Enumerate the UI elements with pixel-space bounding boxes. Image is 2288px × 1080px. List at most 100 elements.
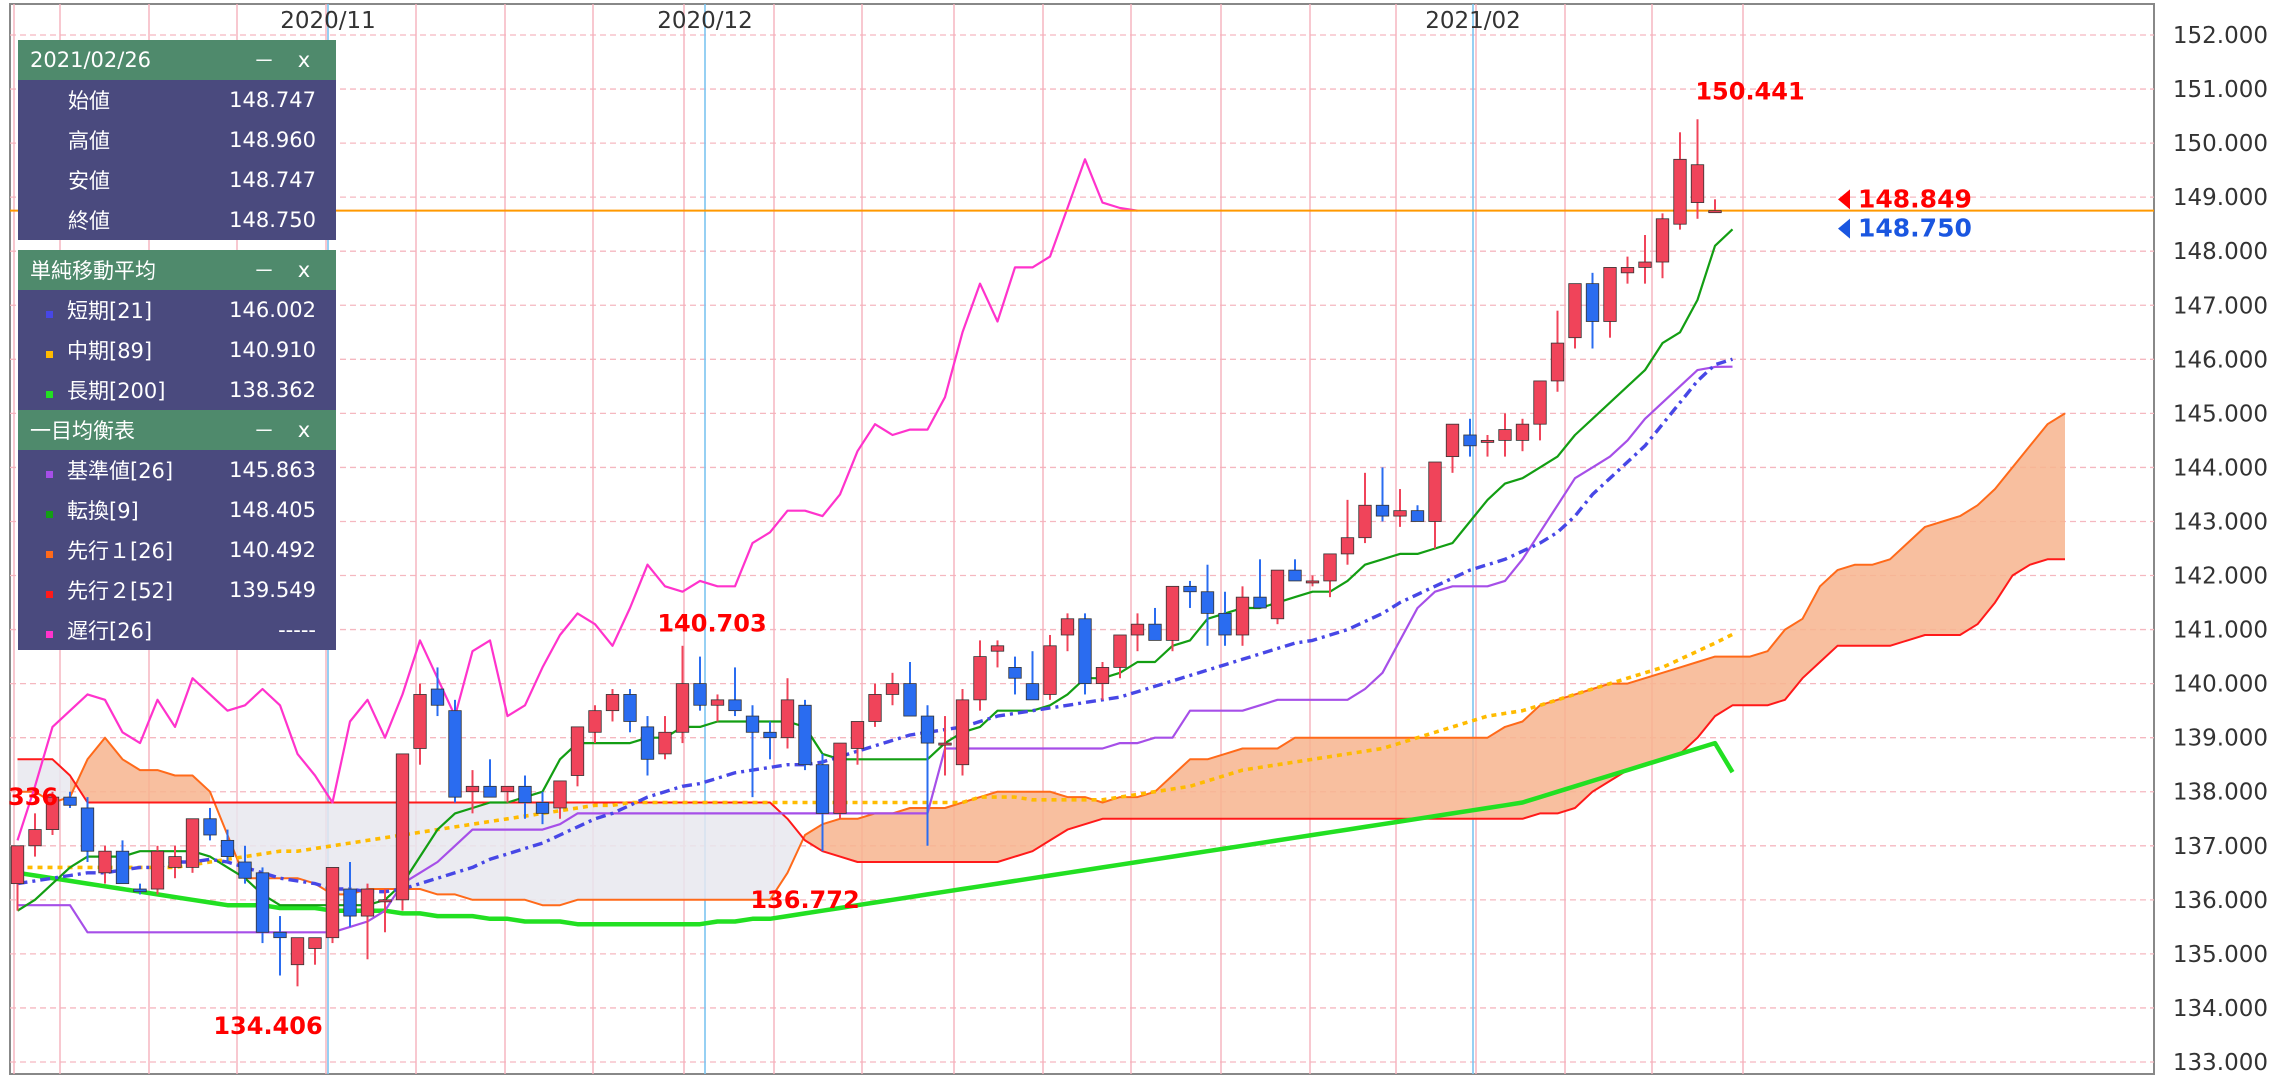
- candle-body: [745, 715, 760, 733]
- candle-body: [1008, 667, 1022, 679]
- candle: [255, 867, 270, 944]
- candle-body: [343, 888, 357, 917]
- x-tick-label: 2020/12: [657, 8, 753, 34]
- candle-body: [1445, 423, 1460, 458]
- candle: [1323, 553, 1337, 598]
- close-button[interactable]: x: [297, 258, 311, 282]
- candle-body: [658, 731, 672, 755]
- cloud-segment: [1662, 667, 1680, 760]
- cloud-segment: [1015, 791, 1033, 857]
- cloud-segment: [245, 802, 263, 879]
- ohlc-row-low: 安値 148.747: [18, 160, 336, 200]
- candle: [203, 807, 217, 841]
- minimize-button[interactable]: －: [253, 419, 275, 443]
- cloud-segment: [1365, 737, 1383, 819]
- candle-body: [500, 785, 515, 793]
- cloud-segment: [1750, 651, 1768, 706]
- y-tick-label: 143.000: [2173, 509, 2268, 535]
- candle: [500, 785, 515, 803]
- sma-short-value: 146.002: [229, 298, 316, 322]
- candle-body: [780, 699, 795, 739]
- cloud-segment: [1977, 489, 1995, 625]
- candle-body: [1480, 439, 1495, 443]
- candle: [1533, 380, 1547, 441]
- close-button[interactable]: x: [297, 48, 311, 72]
- candle-body: [1708, 210, 1722, 214]
- ichimoku-row-chikou: 遅行[26] -----: [18, 610, 336, 650]
- cloud-segment: [1242, 748, 1260, 819]
- cloud-segment: [1995, 467, 2013, 603]
- candle-body: [395, 753, 410, 901]
- y-tick-label: 142.000: [2173, 564, 2268, 590]
- candle-body: [1498, 429, 1512, 441]
- candle-body: [518, 785, 532, 803]
- candle: [63, 791, 77, 808]
- cloud-segment: [1032, 791, 1050, 852]
- y-tick-label: 151.000: [2173, 77, 2268, 103]
- candle-body: [115, 850, 130, 885]
- candle: [553, 780, 567, 819]
- sma-mid-label: 中期[89]: [67, 339, 153, 363]
- candle-body: [273, 931, 287, 939]
- close-button[interactable]: x: [297, 418, 311, 442]
- candle: [1620, 256, 1635, 284]
- cloud-segment: [1855, 564, 1873, 646]
- candle-body: [290, 937, 305, 966]
- cloud-segment: [1732, 656, 1750, 706]
- cloud-segment: [1452, 737, 1470, 819]
- candle: [1515, 418, 1530, 452]
- candle-body: [1305, 580, 1320, 584]
- ohlc-row-close: 終値 148.750: [18, 200, 336, 240]
- candle: [833, 742, 847, 819]
- cloud-segment: [1715, 656, 1733, 717]
- cloud-segment: [280, 802, 298, 879]
- candle: [1550, 310, 1565, 392]
- cloud-segment: [647, 802, 665, 900]
- candle-body: [1533, 380, 1547, 425]
- cloud-segment: [1942, 516, 1960, 635]
- candle: [1043, 634, 1057, 700]
- span-b-label: 先行２[52]: [67, 579, 174, 603]
- price-marker-label: 148.750: [1858, 214, 1972, 243]
- chikou-label: 遅行[26]: [67, 619, 153, 643]
- candle: [273, 916, 287, 976]
- cloud-segment: [787, 818, 805, 873]
- minimize-button[interactable]: －: [253, 259, 275, 283]
- candles: [10, 119, 1722, 987]
- ohlc-low-value: 148.747: [229, 168, 316, 192]
- y-tick-label: 135.000: [2173, 942, 2268, 968]
- price-marker-arrow: [1838, 218, 1850, 239]
- candle-body: [535, 802, 550, 814]
- candle-body: [1200, 591, 1215, 614]
- cloud-segment: [822, 818, 840, 857]
- candle-body: [1393, 510, 1407, 517]
- candle-body: [553, 780, 567, 809]
- candle: [815, 753, 830, 852]
- candle: [185, 818, 200, 873]
- y-tick-label: 138.000: [2173, 780, 2268, 806]
- y-tick-label: 146.000: [2173, 347, 2268, 373]
- candle: [710, 694, 725, 722]
- chikou-line: [16, 158, 1138, 841]
- candle-body: [938, 742, 952, 746]
- candle-body: [1410, 510, 1425, 522]
- ohlc-high-label: 高値: [68, 129, 110, 153]
- candle-body: [378, 899, 392, 903]
- candle: [1498, 413, 1512, 457]
- candle-body: [570, 726, 585, 776]
- candle: [1340, 499, 1355, 565]
- ohlc-panel: 2021/02/26 － x 始値 148.747 高値 148.960 安値 …: [18, 40, 336, 240]
- cloud-segment: [997, 791, 1015, 863]
- candle: [1025, 651, 1040, 701]
- y-tick-label: 152.000: [2173, 23, 2268, 49]
- candle: [1148, 607, 1162, 641]
- cloud-segment: [1207, 753, 1225, 819]
- minimize-button[interactable]: －: [253, 49, 275, 73]
- candle-body: [885, 683, 900, 695]
- candle: [448, 699, 462, 803]
- cloud-segment: [262, 802, 280, 879]
- candle-body: [990, 645, 1005, 652]
- candle: [220, 829, 235, 863]
- candle-body: [1463, 434, 1477, 447]
